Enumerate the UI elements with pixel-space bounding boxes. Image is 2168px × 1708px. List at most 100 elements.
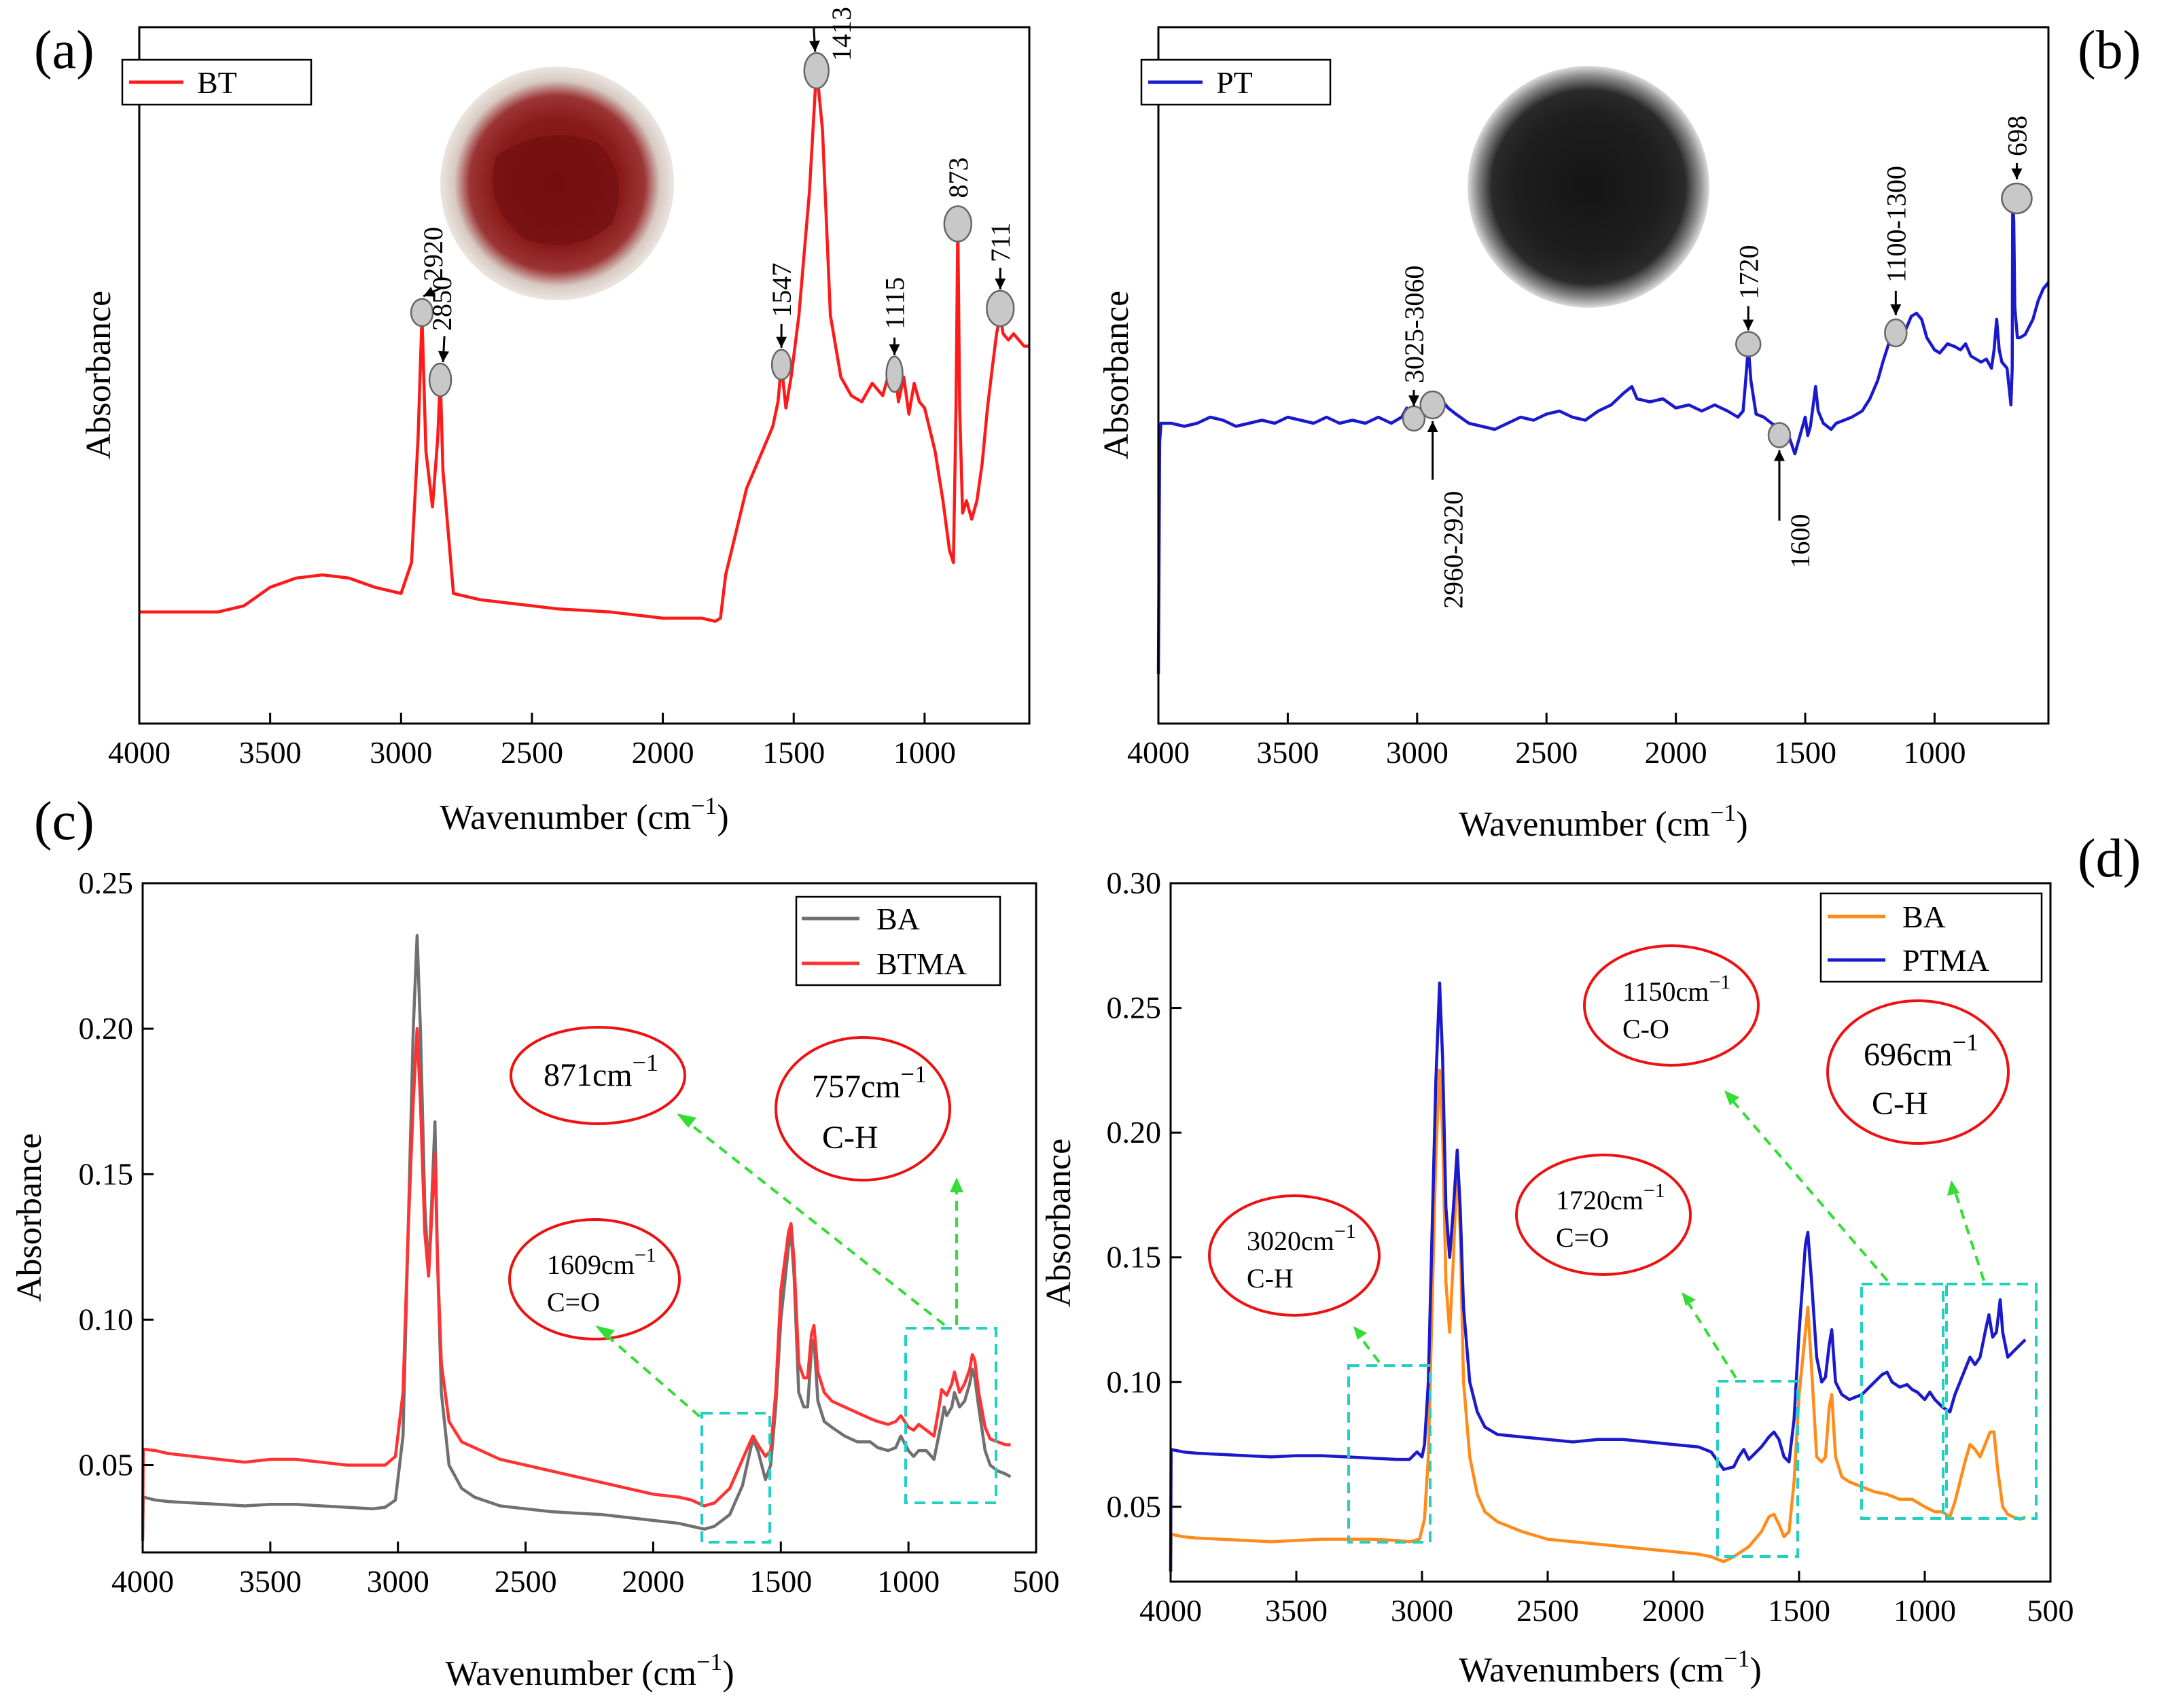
peak-arrow-1100-1300-head bbox=[1890, 304, 1902, 315]
x-axis-label-d: Wavenumbers (cm−1) bbox=[1459, 1645, 1762, 1690]
legend-box-c bbox=[795, 895, 1001, 986]
x-tick-label-b: 3500 bbox=[1256, 735, 1319, 770]
callout-871-text: 871cm−1 bbox=[544, 1049, 658, 1093]
x-axis-label-c: Wavenumber (cm−1) bbox=[445, 1648, 734, 1693]
peak-label-3025-3060: 3025-3060 bbox=[1399, 266, 1429, 383]
x-tick-label-b: 1500 bbox=[1774, 735, 1836, 770]
callout-3020-sup: −1 bbox=[1334, 1220, 1356, 1243]
arrow-3020 bbox=[1359, 1336, 1381, 1364]
chart-panel-a: 4000 3500 3000 2500 2000 1500 1000 Wavenumber … bbox=[79, 7, 1031, 837]
callout-871-value: 871cm bbox=[544, 1057, 633, 1093]
chart-panel-c: 4000 3500 3000 2500 2000 1500 1000 500 0.05 0.10 0… bbox=[10, 866, 1060, 1693]
callout-1720-group: C=O bbox=[1556, 1222, 1609, 1253]
highlight-box-696-d bbox=[1945, 1283, 2038, 1520]
arrow-696-head bbox=[1947, 1180, 1959, 1196]
y-tick-label-c: 0.20 bbox=[79, 1011, 134, 1046]
x-axis-label-d-sup: −1 bbox=[1724, 1645, 1749, 1672]
callout-1609-group: C=O bbox=[547, 1287, 600, 1317]
peak-label-2850: 2850 bbox=[427, 277, 457, 331]
x-tick-label-d: 1500 bbox=[1768, 1593, 1830, 1628]
x-tick-label-a: 3500 bbox=[239, 735, 302, 770]
series-layer-d bbox=[1169, 981, 2027, 1572]
chart-panel-b: 4000 3500 3000 2500 2000 1500 1000 Wavenumber … bbox=[1097, 26, 2050, 844]
y-tick-label-d: 0.25 bbox=[1107, 991, 1162, 1025]
x-axis-label-b-text: Wavenumber (cm bbox=[1459, 805, 1710, 844]
x-tick-label-b: 1000 bbox=[1903, 735, 1966, 770]
legend-label-ba-c: BA bbox=[876, 902, 920, 936]
legend-box-d bbox=[1819, 892, 2043, 983]
x-tick-label-b: 3000 bbox=[1386, 735, 1449, 770]
peak-label-698: 698 bbox=[2002, 115, 2032, 156]
highlight-box-1150-d bbox=[1860, 1283, 1944, 1520]
x-tick-label-c: 4000 bbox=[111, 1564, 174, 1599]
highlight-box-757-c bbox=[904, 1327, 997, 1504]
x-tick-label-a: 3000 bbox=[370, 735, 432, 770]
callout-1609-text: 1609cm−1 bbox=[547, 1244, 656, 1280]
x-axis-label-c-text: Wavenumber (cm bbox=[445, 1654, 696, 1693]
callout-ellipse-1720 bbox=[1515, 1154, 1692, 1276]
callout-1609-sup: −1 bbox=[635, 1244, 656, 1266]
peak-arrow-698-head bbox=[2011, 168, 2023, 179]
callout-757-sup: −1 bbox=[901, 1061, 927, 1088]
peak-arrow-1720-head bbox=[1743, 319, 1754, 331]
callout-696-sup: −1 bbox=[1953, 1029, 1978, 1056]
x-axis-label-a: Wavenumber (cm−1) bbox=[440, 792, 728, 837]
arrow-3020-head bbox=[1353, 1326, 1367, 1340]
peak-label-1720: 1720 bbox=[1733, 245, 1764, 300]
peak-marker-2960-2920 bbox=[1419, 390, 1446, 420]
peak-arrow-2850-head bbox=[438, 351, 449, 362]
callout-871-sup: −1 bbox=[633, 1049, 658, 1076]
peak-arrow-711-head bbox=[995, 279, 1006, 289]
peak-marker-1547 bbox=[770, 349, 792, 381]
x-tick-label-c: 3500 bbox=[239, 1564, 302, 1599]
axis-ticks-d: 4000 3500 3000 2500 2000 1500 1000 500 0.05 0.10 0… bbox=[1107, 866, 2074, 1628]
x-tick-label-d: 500 bbox=[2027, 1593, 2074, 1628]
arrow-1609-head bbox=[595, 1326, 615, 1340]
x-axis-label-d-end: ) bbox=[1749, 1651, 1761, 1690]
plot-frame-d bbox=[1169, 882, 2052, 1583]
legend-label-bt: BT bbox=[197, 65, 237, 100]
y-tick-label-d: 0.05 bbox=[1107, 1489, 1162, 1524]
callout-ellipse-696 bbox=[1826, 999, 2010, 1145]
peak-marker-1720 bbox=[1735, 331, 1762, 357]
callout-ellipse-757 bbox=[775, 1036, 951, 1181]
peak-marker-711 bbox=[985, 289, 1015, 327]
x-tick-label-c: 500 bbox=[1013, 1564, 1060, 1599]
x-axis-label-a-end: ) bbox=[717, 798, 728, 837]
callout-757-group: C-H bbox=[822, 1120, 878, 1156]
series-line-c-ba bbox=[141, 933, 1012, 1541]
callout-1720-text: 1720cm−1 bbox=[1556, 1179, 1665, 1215]
y-tick-label-c: 0.25 bbox=[79, 866, 134, 900]
plot-frame-a bbox=[138, 26, 1031, 725]
arrow-1150-head bbox=[1724, 1090, 1739, 1105]
peak-label-711: 711 bbox=[985, 222, 1016, 262]
panel-label-a: (a) bbox=[34, 20, 94, 80]
highlight-box-3020-d bbox=[1347, 1364, 1432, 1544]
callout-1720-value: 1720cm bbox=[1556, 1185, 1643, 1215]
series-line-d-ptma bbox=[1169, 981, 2027, 1572]
powder-photo-pt bbox=[1468, 66, 1709, 308]
peak-arrow-1413-head bbox=[808, 40, 820, 52]
x-tick-label-d: 3500 bbox=[1265, 1593, 1328, 1628]
peak-label-1600: 1600 bbox=[1785, 514, 1815, 569]
x-axis-label-a-sup: −1 bbox=[691, 792, 717, 819]
peak-marker-2850 bbox=[428, 362, 452, 397]
x-tick-label-c: 3000 bbox=[367, 1564, 429, 1599]
plot-frame-b bbox=[1157, 26, 2050, 725]
peak-label-1413: 1413 bbox=[826, 7, 857, 61]
x-axis-label-a-text: Wavenumber (cm bbox=[440, 798, 691, 837]
arrow-696 bbox=[1954, 1192, 1985, 1281]
peak-arrow-2920-head bbox=[423, 287, 436, 297]
callout-ellipse-871 bbox=[510, 1026, 686, 1125]
x-tick-label-b: 4000 bbox=[1127, 735, 1190, 770]
peak-arrow-3025-3060-head bbox=[1408, 395, 1419, 406]
y-tick-label-c: 0.05 bbox=[79, 1448, 134, 1482]
plot-frame-c bbox=[141, 882, 1037, 1554]
powder-photo-bt bbox=[440, 67, 674, 300]
x-tick-label-a: 1000 bbox=[893, 735, 956, 770]
peak-arrow-1547-head bbox=[776, 336, 787, 348]
legend-label-pt: PT bbox=[1216, 65, 1253, 100]
legend-label-ptma: PTMA bbox=[1902, 943, 1989, 978]
legend-box-b bbox=[1140, 58, 1332, 106]
peak-marker-1413 bbox=[803, 52, 830, 90]
